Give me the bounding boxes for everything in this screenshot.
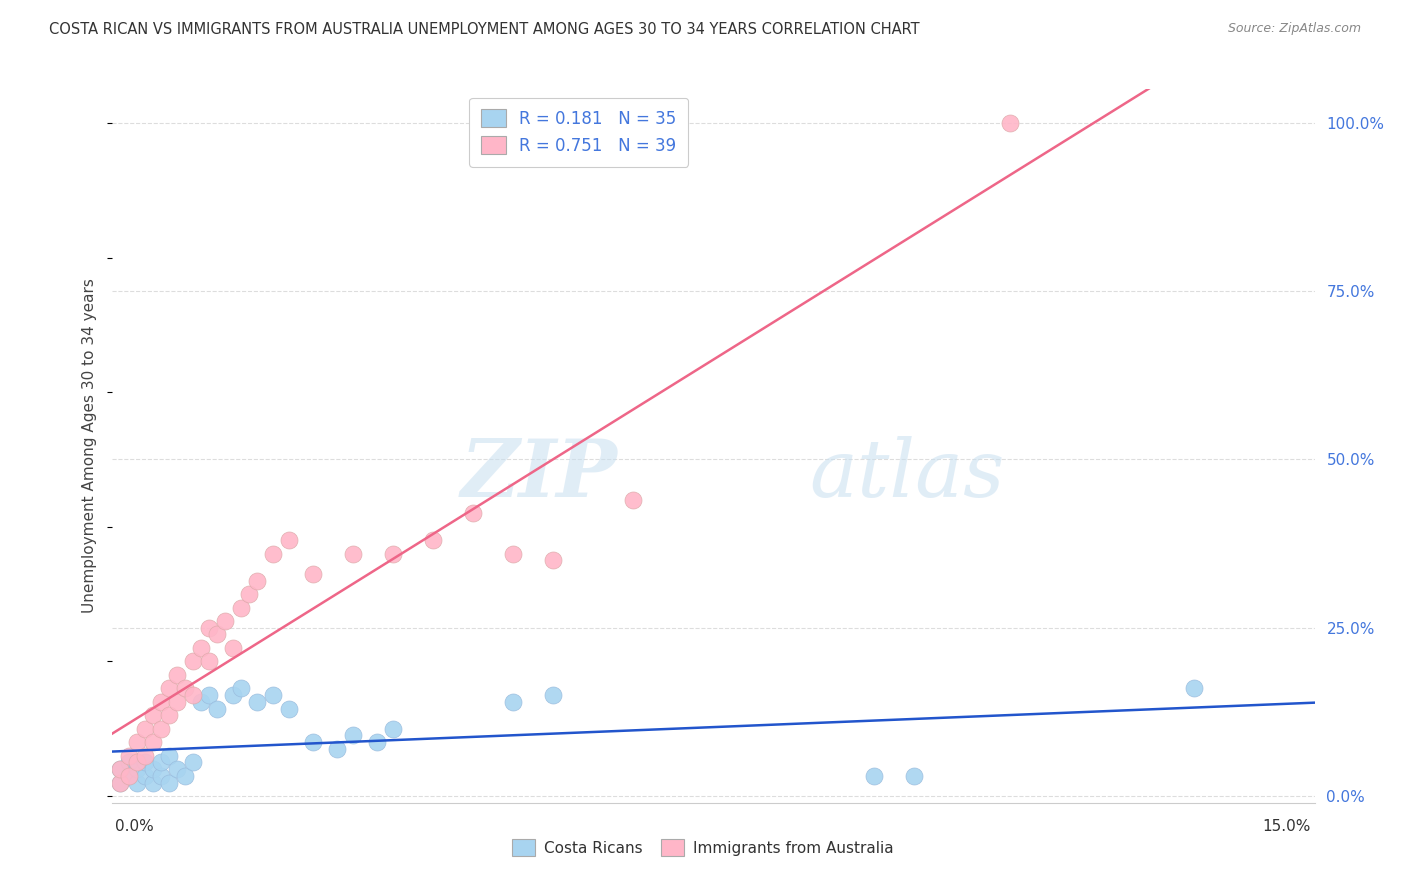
Point	[166, 762, 188, 776]
Point	[181, 655, 204, 669]
Point	[543, 553, 565, 567]
Point	[277, 701, 299, 715]
Point	[214, 614, 236, 628]
Point	[157, 708, 180, 723]
Point	[117, 769, 139, 783]
Point	[382, 547, 405, 561]
Point	[863, 769, 886, 783]
Point	[277, 533, 299, 548]
Text: COSTA RICAN VS IMMIGRANTS FROM AUSTRALIA UNEMPLOYMENT AMONG AGES 30 TO 34 YEARS : COSTA RICAN VS IMMIGRANTS FROM AUSTRALIA…	[49, 22, 920, 37]
Point	[246, 695, 269, 709]
Point	[110, 762, 132, 776]
Point	[621, 492, 644, 507]
Point	[222, 688, 245, 702]
Text: atlas: atlas	[810, 436, 1005, 513]
Point	[117, 769, 139, 783]
Point	[166, 695, 188, 709]
Point	[125, 756, 148, 770]
Y-axis label: Unemployment Among Ages 30 to 34 years: Unemployment Among Ages 30 to 34 years	[82, 278, 97, 614]
Point	[246, 574, 269, 588]
Point	[134, 748, 156, 763]
Point	[181, 688, 204, 702]
Point	[134, 722, 156, 736]
Point	[382, 722, 405, 736]
Point	[302, 566, 325, 581]
Point	[262, 547, 284, 561]
Point	[543, 688, 565, 702]
Point	[461, 506, 484, 520]
Point	[998, 116, 1021, 130]
Legend: Costa Ricans, Immigrants from Australia: Costa Ricans, Immigrants from Australia	[506, 833, 900, 862]
Point	[422, 533, 444, 548]
Point	[157, 681, 180, 696]
Point	[141, 775, 163, 789]
Point	[125, 762, 148, 776]
Point	[190, 695, 212, 709]
Point	[366, 735, 388, 749]
Point	[229, 681, 252, 696]
Point	[1184, 681, 1206, 696]
Point	[238, 587, 260, 601]
Point	[197, 621, 219, 635]
Text: Source: ZipAtlas.com: Source: ZipAtlas.com	[1227, 22, 1361, 36]
Point	[302, 735, 325, 749]
Point	[149, 769, 172, 783]
Point	[134, 769, 156, 783]
Point	[110, 762, 132, 776]
Text: 0.0%: 0.0%	[115, 820, 155, 834]
Text: 15.0%: 15.0%	[1263, 820, 1310, 834]
Point	[117, 756, 139, 770]
Point	[342, 729, 364, 743]
Point	[173, 681, 195, 696]
Point	[141, 735, 163, 749]
Point	[149, 695, 172, 709]
Point	[342, 547, 364, 561]
Point	[197, 688, 219, 702]
Point	[117, 748, 139, 763]
Point	[229, 600, 252, 615]
Point	[190, 640, 212, 655]
Point	[222, 640, 245, 655]
Point	[110, 775, 132, 789]
Point	[157, 748, 180, 763]
Point	[502, 695, 524, 709]
Point	[166, 668, 188, 682]
Point	[141, 762, 163, 776]
Point	[181, 756, 204, 770]
Point	[262, 688, 284, 702]
Point	[125, 775, 148, 789]
Point	[149, 722, 172, 736]
Point	[134, 756, 156, 770]
Point	[125, 735, 148, 749]
Point	[197, 655, 219, 669]
Point	[502, 547, 524, 561]
Point	[141, 708, 163, 723]
Text: ZIP: ZIP	[461, 436, 617, 513]
Point	[903, 769, 925, 783]
Point	[157, 775, 180, 789]
Point	[205, 701, 228, 715]
Point	[110, 775, 132, 789]
Point	[173, 769, 195, 783]
Legend: R = 0.181   N = 35, R = 0.751   N = 39: R = 0.181 N = 35, R = 0.751 N = 39	[470, 97, 689, 167]
Point	[326, 742, 349, 756]
Point	[149, 756, 172, 770]
Point	[205, 627, 228, 641]
